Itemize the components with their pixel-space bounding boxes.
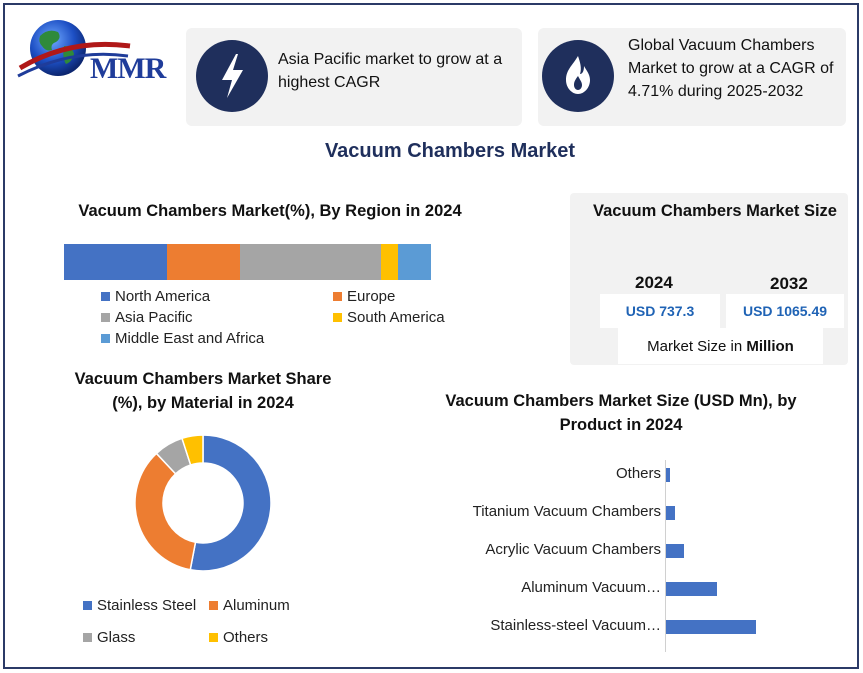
material-chart-title: Vacuum Chambers Market Share (%), by Mat…: [74, 370, 332, 412]
legend-label: North America: [115, 288, 211, 305]
legend-swatch: [101, 334, 110, 343]
value-2032: USD 1065.49: [726, 294, 844, 328]
flame-icon: [542, 40, 614, 112]
legend-label: Middle East and Africa: [115, 330, 265, 347]
product-bar: [666, 582, 717, 596]
year-2024: 2024: [635, 273, 673, 292]
logo: MMR: [14, 16, 174, 88]
legend-swatch: [209, 633, 218, 642]
card-text: Asia Pacific market to grow at a highest…: [278, 51, 503, 91]
legend-swatch: [333, 292, 342, 301]
legend-item: Others: [209, 629, 268, 646]
market-size-title: Vacuum Chambers Market Size: [593, 202, 837, 220]
product-bar: [666, 468, 671, 482]
material-donut-chart: [134, 434, 272, 572]
legend-label: Europe: [347, 288, 396, 305]
logo-text: MMR: [90, 52, 166, 85]
region-chart-title: Vacuum Chambers Market(%), By Region in …: [78, 202, 462, 220]
info-card-cagr: Global Vacuum Chambers Market to grow at…: [538, 28, 846, 126]
unit-bold: Million: [746, 337, 794, 355]
product-category-label: Titanium Vacuum Chambers: [472, 503, 661, 520]
legend-swatch: [101, 292, 110, 301]
region-segment-middle-east-and-africa: [397, 244, 431, 280]
page-title: Vacuum Chambers Market: [324, 140, 576, 162]
donut-slice-aluminum: [134, 452, 197, 571]
legend-label: Glass: [97, 629, 136, 646]
legend-swatch: [333, 313, 342, 322]
product-category-label: Acrylic Vacuum Chambers: [485, 541, 661, 558]
product-bar: [666, 544, 684, 558]
legend-swatch: [83, 633, 92, 642]
product-chart-title: Vacuum Chambers Market Size (USD Mn), by…: [445, 392, 797, 434]
legend-item: North America: [101, 288, 210, 305]
product-axis-line: [665, 460, 666, 652]
legend-item: Middle East and Africa: [101, 330, 264, 347]
region-segment-asia-pacific: [240, 244, 382, 280]
legend-swatch: [83, 601, 92, 610]
region-segment-south-america: [381, 244, 398, 280]
donut-slice-stainless-steel: [189, 434, 272, 572]
value-2024: USD 737.3: [600, 294, 720, 328]
donut-slice-others: [181, 434, 204, 466]
region-stacked-bar: [64, 244, 431, 280]
info-card-asia-pacific: Asia Pacific market to grow at a highest…: [186, 28, 522, 126]
legend-swatch: [101, 313, 110, 322]
market-size-unit: Market Size in Million: [618, 328, 823, 364]
globe-icon: [17, 20, 131, 78]
legend-item: Asia Pacific: [101, 309, 193, 326]
legend-item: Glass: [83, 629, 135, 646]
legend-label: Stainless Steel: [97, 597, 197, 614]
legend-label: Others: [223, 629, 269, 646]
product-bar: [666, 506, 676, 520]
product-bar: [666, 620, 756, 634]
product-category-label: Stainless-steel Vacuum…: [490, 617, 661, 634]
card-text: Global Vacuum Chambers Market to grow at…: [628, 37, 834, 100]
legend-item: Stainless Steel: [83, 597, 196, 614]
year-2032: 2032: [770, 274, 808, 293]
region-segment-europe: [166, 244, 241, 280]
legend-item: Europe: [333, 288, 395, 305]
legend-label: Aluminum: [223, 597, 290, 614]
product-category-label: Others: [615, 465, 661, 482]
legend-item: Aluminum: [209, 597, 290, 614]
region-segment-north-america: [64, 244, 167, 280]
legend-label: South America: [347, 309, 445, 326]
legend-label: Asia Pacific: [115, 309, 193, 326]
lightning-icon: [196, 40, 268, 112]
legend-swatch: [209, 601, 218, 610]
unit-prefix: Market Size in: [647, 337, 747, 355]
product-category-label: Aluminum Vacuum…: [521, 579, 661, 596]
legend-item: South America: [333, 309, 445, 326]
